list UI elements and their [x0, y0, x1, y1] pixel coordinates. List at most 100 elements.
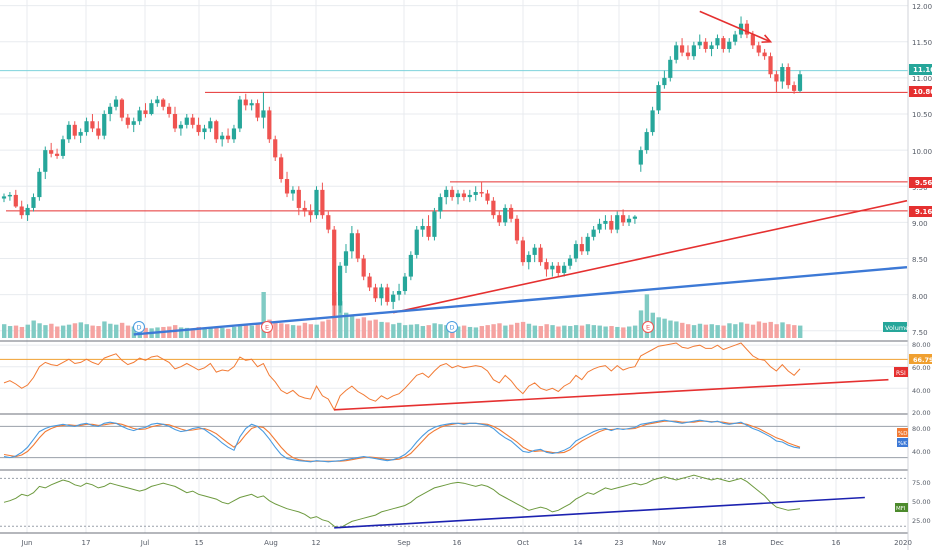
candle-body [444, 189, 449, 198]
candle-body [438, 197, 443, 212]
volume-bar [792, 325, 797, 338]
volume-bar [491, 324, 496, 338]
volume-bar [497, 323, 502, 338]
mfi-tick: 25.00 [912, 517, 931, 525]
event-markers[interactable]: D E D E [133, 321, 654, 333]
candle-body [461, 193, 467, 198]
candle-body [143, 110, 148, 114]
price-tick: 7.50 [912, 329, 928, 337]
candle-body [467, 194, 472, 198]
volume-label: Volume [885, 324, 909, 332]
candle-body [402, 276, 408, 292]
volume-bar [526, 323, 532, 338]
candle-body [609, 220, 614, 230]
volume-bar [697, 323, 703, 338]
candle-body [414, 229, 419, 255]
time-tick: Sep [397, 539, 411, 547]
rsi-name-label-bg [894, 367, 908, 377]
stoch-d-label: %D [898, 431, 907, 437]
volume-bar [214, 326, 219, 338]
candle-body [591, 229, 596, 237]
volume-bar [739, 322, 744, 338]
volume-bar [768, 321, 773, 338]
volume-bar [733, 324, 738, 338]
volume-bar [66, 324, 72, 338]
candle-body [626, 218, 632, 223]
candle-body [279, 157, 284, 180]
volume-bar [379, 321, 384, 338]
candle-body [7, 194, 12, 197]
volume-bar [326, 319, 331, 338]
volume-bar [668, 320, 673, 338]
candle-body [615, 215, 620, 230]
volume-bar [13, 325, 19, 338]
volume-bar [243, 324, 249, 338]
volume-bar [78, 322, 84, 338]
volume-bar [727, 323, 732, 338]
stoch-d-label-bg [897, 428, 908, 437]
volume-bar [261, 292, 266, 338]
candle-body [503, 207, 508, 223]
candle-body [131, 121, 136, 125]
volume-bar [338, 301, 343, 338]
price-axis[interactable]: 12.00 11.50 11.00 10.50 10.00 9.50 9.00 … [912, 3, 932, 337]
volume-bar [432, 323, 437, 338]
candle-body [497, 215, 502, 223]
volume-bar [249, 325, 255, 338]
candle-body [632, 216, 638, 219]
volume-bar [721, 325, 726, 338]
volume-bar [220, 327, 225, 338]
candle-body [426, 226, 431, 237]
candle-body [391, 294, 396, 302]
stoch-tick: 40.00 [912, 448, 931, 456]
candle-body [532, 247, 537, 255]
volume-bar [119, 322, 125, 338]
earnings-marker[interactable]: E [261, 321, 273, 333]
volume-bar [603, 326, 608, 338]
candle-body [544, 262, 549, 270]
level-mid-label: 9.56 [915, 179, 932, 187]
candle-body [408, 254, 413, 277]
dividend-marker[interactable]: D [133, 321, 145, 333]
candle-body [715, 38, 720, 46]
dividend-marker-letter: D [136, 324, 141, 332]
candle-body [290, 189, 296, 194]
volume-bar [591, 325, 597, 338]
volume-bar [579, 325, 585, 338]
candle-body [379, 287, 384, 299]
trendline [334, 496, 865, 529]
candle-body [479, 192, 484, 194]
trendline [133, 265, 908, 336]
candle-body [508, 207, 514, 219]
volume-bar [556, 326, 561, 338]
volume-bar [715, 325, 720, 338]
price-tick: 10.00 [912, 148, 932, 156]
candle-body [267, 110, 272, 140]
volume-bar [314, 324, 319, 338]
candle-body [108, 106, 113, 114]
volume-bar [562, 325, 567, 338]
stoch-tick: 80.00 [912, 425, 931, 433]
mfi-axis[interactable]: 75.00 50.00 25.00 MFI [895, 479, 931, 525]
rsi-tick: 80.00 [912, 341, 931, 349]
rsi-axis[interactable]: 80.00 60.00 40.00 20.00 66.79 RSI [894, 341, 932, 417]
volume-bar [744, 323, 750, 338]
volume-bar [485, 325, 490, 338]
candle-body [78, 132, 83, 136]
rsi-level-label-bg [909, 354, 932, 364]
volume-bar [255, 324, 260, 338]
level-layer [0, 70, 908, 212]
volume-bar [302, 322, 308, 338]
earnings-marker[interactable]: E [642, 321, 654, 333]
candle-body [750, 34, 755, 46]
candle-body [420, 226, 425, 230]
time-axis[interactable]: Jun 17 Jul 15 Aug 12 Sep 16 Oct 14 23 No… [21, 539, 912, 547]
dividend-marker[interactable]: D [446, 321, 458, 333]
volume-bar [774, 324, 779, 338]
candle-body [650, 110, 655, 133]
candle-body [562, 265, 567, 273]
volume-bar [627, 326, 632, 338]
volume-bar [385, 322, 390, 338]
volume-bar [479, 326, 484, 338]
stoch-axis[interactable]: 80.00 40.00 %D %K [897, 425, 931, 456]
